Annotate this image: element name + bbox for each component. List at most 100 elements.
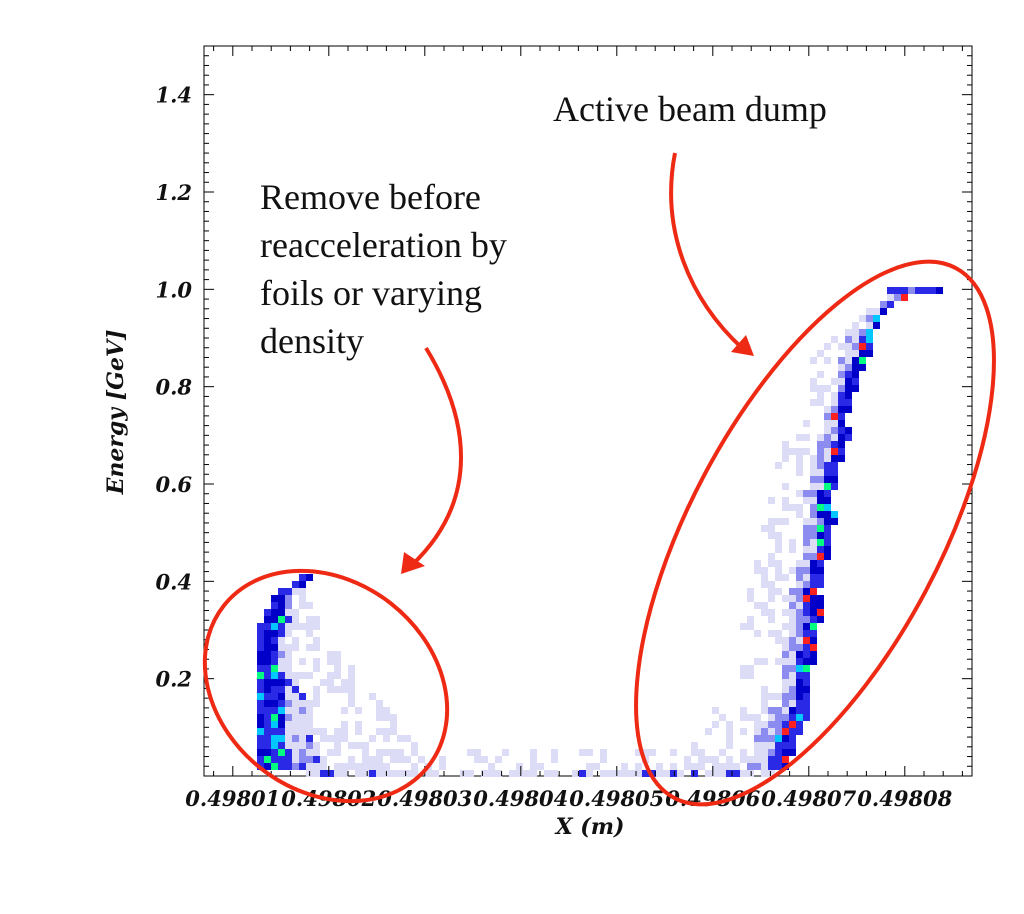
heatmap-cell xyxy=(348,756,355,763)
heatmap-cell xyxy=(635,749,642,756)
heatmap-cell xyxy=(628,770,635,777)
heatmap-cell xyxy=(901,294,908,301)
annotation-remove-line-2: reacceleration by xyxy=(260,225,507,265)
heatmap-cell xyxy=(782,700,789,707)
heatmap-cell xyxy=(810,539,817,546)
heatmap-cell xyxy=(761,770,768,777)
heatmap-cell xyxy=(747,756,754,763)
heatmap-cell xyxy=(257,756,264,763)
heatmap-cell xyxy=(803,602,810,609)
heatmap-cell xyxy=(726,763,733,770)
heatmap-cell xyxy=(796,588,803,595)
heatmap-cell xyxy=(824,553,831,560)
heatmap-cell xyxy=(754,714,761,721)
heatmap-cell xyxy=(740,749,747,756)
heatmap-cell xyxy=(775,574,782,581)
heatmap-cell xyxy=(292,742,299,749)
heatmap-cell xyxy=(264,616,271,623)
heatmap-cell xyxy=(411,749,418,756)
heatmap-cell xyxy=(824,497,831,504)
heatmap-cell xyxy=(348,763,355,770)
heatmap-cell xyxy=(719,770,726,777)
heatmap-cell xyxy=(271,707,278,714)
heatmap-cell xyxy=(320,756,327,763)
heatmap-cell xyxy=(845,378,852,385)
heatmap-cell xyxy=(761,602,768,609)
heatmap-cell xyxy=(334,672,341,679)
heatmap-cell xyxy=(376,714,383,721)
heatmap-cell xyxy=(292,644,299,651)
heatmap-cell xyxy=(761,525,768,532)
heatmap-cell xyxy=(754,721,761,728)
heatmap-cell xyxy=(796,455,803,462)
heatmap-cell xyxy=(761,728,768,735)
heatmap-cell xyxy=(768,609,775,616)
heatmap-cell xyxy=(271,728,278,735)
heatmap-cell xyxy=(530,770,537,777)
heatmap-cell xyxy=(789,665,796,672)
heatmap-cell xyxy=(803,581,810,588)
heatmap-cell xyxy=(831,518,838,525)
heatmap-cell xyxy=(334,665,341,672)
heatmap-cell xyxy=(810,483,817,490)
annotation-group: Active beam dump Remove before reacceler… xyxy=(260,89,827,361)
heatmap-cell xyxy=(285,588,292,595)
heatmap-cell xyxy=(845,343,852,350)
heatmap-cell xyxy=(831,406,838,413)
heatmap-cell xyxy=(257,700,264,707)
heatmap-cell xyxy=(810,525,817,532)
heatmap-cell xyxy=(306,749,313,756)
heatmap-cell xyxy=(796,651,803,658)
heatmap-cell xyxy=(271,630,278,637)
heatmap-cell xyxy=(789,707,796,714)
heatmap-cell xyxy=(299,595,306,602)
heatmap-cell xyxy=(355,770,362,777)
heatmap-cell xyxy=(796,700,803,707)
heatmap-cell xyxy=(761,658,768,665)
heatmap-cell xyxy=(838,343,845,350)
y-tick-label: 0.6 xyxy=(155,472,192,497)
heatmap-cell xyxy=(264,637,271,644)
heatmap-cell xyxy=(768,525,775,532)
heatmap-cell xyxy=(306,602,313,609)
heatmap-cell xyxy=(691,770,698,777)
heatmap-cell xyxy=(740,672,747,679)
heatmap-cell xyxy=(313,728,320,735)
heatmap-cell xyxy=(271,679,278,686)
heatmap-cell xyxy=(803,525,810,532)
heatmap-cell xyxy=(831,511,838,518)
heatmap-cell xyxy=(334,651,341,658)
heatmap-cell xyxy=(838,392,845,399)
heatmap-cell xyxy=(803,609,810,616)
heatmap-cell xyxy=(754,728,761,735)
heatmap-cell xyxy=(390,728,397,735)
heatmap-cell xyxy=(775,518,782,525)
heatmap-cell xyxy=(803,588,810,595)
heatmap-cell xyxy=(726,756,733,763)
heatmap-cell xyxy=(810,602,817,609)
heatmap-cell xyxy=(726,735,733,742)
heatmap-cell xyxy=(796,644,803,651)
heatmap-cell xyxy=(810,546,817,553)
heatmap-cell xyxy=(306,763,313,770)
heatmap-cell xyxy=(348,672,355,679)
heatmap-cell xyxy=(761,686,768,693)
heatmap-cell xyxy=(810,630,817,637)
heatmap-cell xyxy=(495,770,502,777)
heatmap-cell xyxy=(614,770,621,777)
x-tick-label: 0.49806 xyxy=(665,786,760,811)
heatmap-cell xyxy=(705,756,712,763)
heatmap-cell xyxy=(824,448,831,455)
heatmap-cell xyxy=(362,742,369,749)
right-beam-ellipse xyxy=(634,259,996,807)
heatmap-cell xyxy=(803,567,810,574)
heatmap-cell xyxy=(278,707,285,714)
heatmap-cell xyxy=(740,665,747,672)
heatmap-cell xyxy=(278,735,285,742)
heatmap-cell xyxy=(894,294,901,301)
heatmap-cell xyxy=(285,679,292,686)
heatmap-cell xyxy=(278,644,285,651)
heatmap-cell xyxy=(474,749,481,756)
heatmap-cell xyxy=(817,399,824,406)
heatmap-cells xyxy=(257,287,943,777)
